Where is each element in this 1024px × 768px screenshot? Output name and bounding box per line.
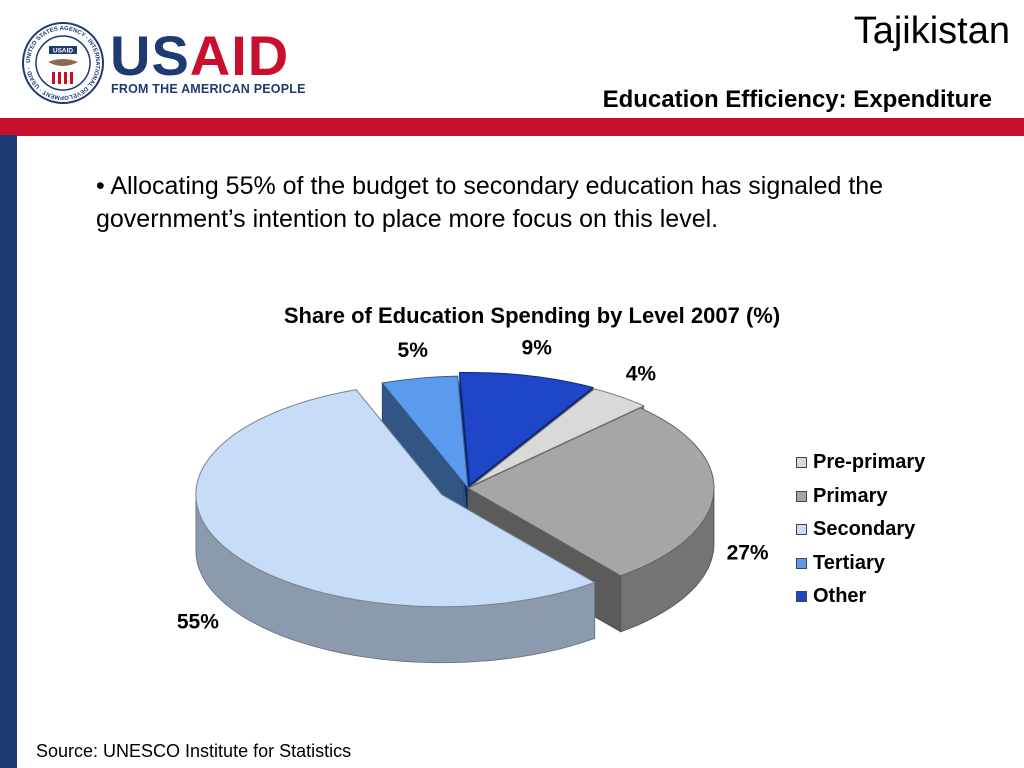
pie-slice-primary	[466, 407, 715, 577]
legend-item-other: Other	[796, 580, 925, 614]
pie-slice-pre-primary	[471, 388, 645, 487]
legend-swatch	[796, 524, 807, 536]
data-label-pre-primary: 4%	[626, 363, 657, 386]
pie-slice-other	[459, 371, 595, 486]
legend-swatch	[796, 557, 807, 569]
chart-legend: Pre-primary Primary Secondary Tertiary Other	[796, 446, 925, 614]
data-label-tertiary: 5%	[398, 339, 429, 362]
left-accent-bar	[0, 135, 17, 768]
country-title: Tajikistan	[853, 10, 1010, 52]
source-note: Source: UNESCO Institute for Statistics	[36, 741, 352, 761]
legend-item-primary: Primary	[796, 480, 925, 514]
legend-label: Primary	[813, 484, 888, 507]
legend-item-secondary: Secondary	[796, 513, 925, 547]
legend-label: Other	[813, 585, 867, 608]
legend-label: Tertiary	[813, 551, 885, 574]
bullet-text: • Allocating 55% of the budget to second…	[96, 172, 884, 233]
legend-label: Pre-primary	[813, 451, 926, 474]
pie-slice-secondary	[195, 389, 596, 608]
data-label-primary: 27%	[727, 541, 769, 564]
data-label-secondary: 55%	[177, 610, 219, 633]
usaid-seal-icon: UNITED STATES AGENCY · INTERNATIONAL DEV…	[22, 22, 104, 104]
legend-item-tertiary: Tertiary	[796, 547, 925, 581]
legend-swatch	[796, 490, 807, 502]
legend-label: Secondary	[813, 518, 916, 541]
logo-tagline: FROM THE AMERICAN PEOPLE	[111, 82, 306, 96]
data-label-other: 9%	[522, 337, 553, 360]
usaid-logo: USAID	[110, 24, 290, 87]
legend-swatch	[796, 591, 807, 603]
svg-text:USAID: USAID	[53, 48, 74, 55]
header-red-band	[0, 118, 1024, 136]
legend-swatch	[796, 457, 807, 469]
chart-title: Share of Education Spending by Level 200…	[283, 303, 781, 328]
pie-slice-tertiary	[381, 375, 469, 490]
slide-subtitle: Education Efficiency: Expenditure	[602, 86, 992, 113]
legend-item-pre-primary: Pre-primary	[796, 446, 925, 480]
